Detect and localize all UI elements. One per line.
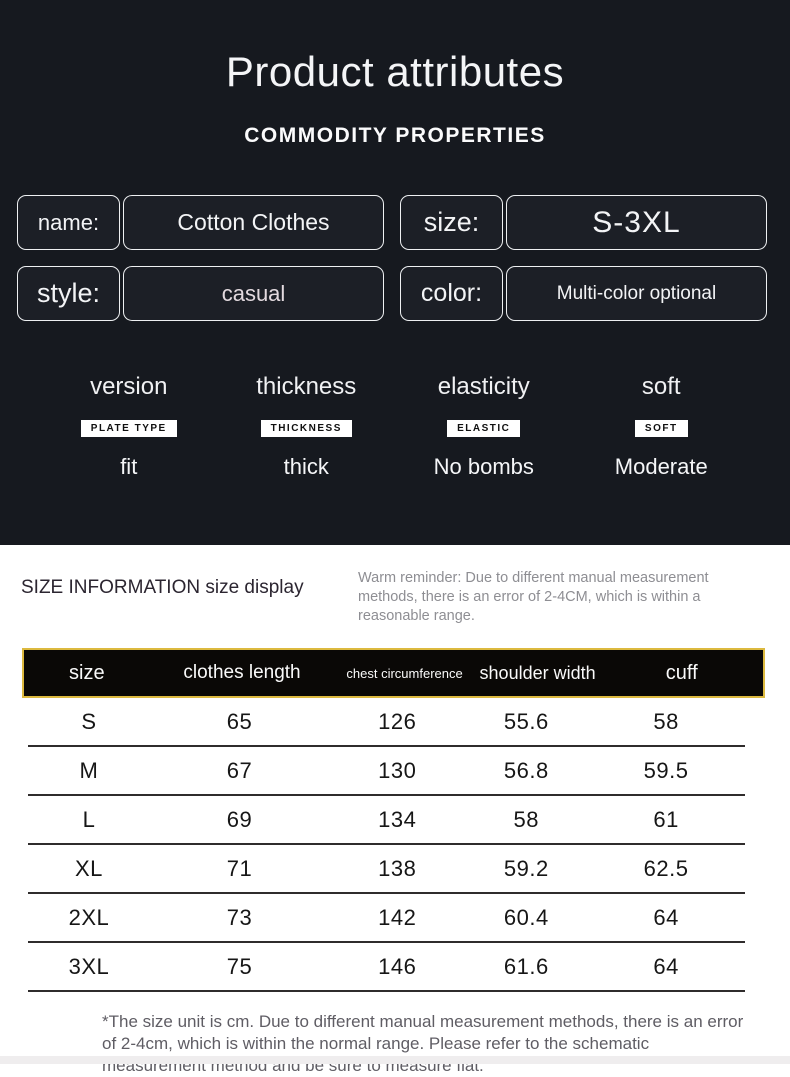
field-name: name: Cotton Clothes: [17, 195, 384, 250]
attr-version-title: version: [90, 373, 168, 400]
table-row-xl: XL 71 138 59.2 62.5: [28, 845, 745, 895]
cell-chest: 130: [378, 757, 417, 783]
attr-soft: soft SOFT Moderate: [573, 373, 751, 480]
product-attributes-section: Product attributes COMMODITY PROPERTIES …: [0, 0, 790, 545]
cell-cuff: 61: [653, 806, 679, 832]
field-size: size: S-3XL: [400, 195, 767, 250]
field-style-label: style:: [17, 266, 120, 321]
field-name-value: Cotton Clothes: [123, 195, 384, 250]
cell-shoulder: 56.8: [503, 757, 549, 783]
attr-version-value: fit: [120, 454, 138, 479]
size-information-section: SIZE INFORMATION size display Warm remin…: [0, 545, 790, 1075]
column-header-clothes-length: clothes length: [183, 662, 301, 684]
attr-thickness-badge: THICKNESS: [260, 420, 352, 437]
attribute-columns: version PLATE TYPE fit thickness THICKNE…: [0, 373, 790, 480]
field-name-label: name:: [17, 195, 120, 250]
size-header-row: SIZE INFORMATION size display Warm remin…: [0, 569, 790, 626]
table-row-s: S 65 126 55.6 58: [28, 698, 745, 748]
cell-chest: 138: [378, 855, 417, 881]
field-color: color: Multi-color optional: [400, 266, 767, 321]
attr-soft-title: soft: [641, 373, 681, 400]
cell-cuff: 64: [653, 953, 679, 979]
size-table-header: size clothes length chest circumference …: [22, 648, 765, 699]
table-row-m: M 67 130 56.8 59.5: [28, 747, 745, 797]
cell-clothes-length: 75: [226, 953, 253, 979]
warm-reminder-text: Warm reminder: Due to different manual m…: [358, 570, 709, 625]
attr-soft-value: Moderate: [614, 454, 708, 479]
attr-version: version PLATE TYPE fit: [40, 373, 218, 480]
cell-shoulder: 58: [513, 806, 540, 832]
cell-shoulder: 60.4: [503, 904, 549, 930]
field-style-value: casual: [123, 266, 384, 321]
cell-shoulder: 55.6: [503, 708, 549, 734]
cell-cuff: 59.5: [643, 757, 689, 783]
cell-size: M: [79, 757, 99, 783]
size-unit-footnote: *The size unit is cm. Due to different m…: [102, 1012, 744, 1075]
table-row-l: L 69 134 58 61: [28, 796, 745, 846]
table-row-3xl: 3XL 75 146 61.6 64: [28, 943, 745, 993]
cell-shoulder: 61.6: [503, 953, 549, 979]
field-size-value: S-3XL: [506, 195, 767, 250]
cell-size: L: [82, 806, 96, 832]
column-header-chest-circumference: chest circumference: [346, 665, 463, 681]
field-size-label: size:: [400, 195, 503, 250]
cell-clothes-length: 73: [226, 904, 253, 930]
column-header-shoulder-width: shoulder width: [479, 662, 596, 683]
cell-shoulder: 59.2: [503, 855, 549, 881]
cell-clothes-length: 65: [226, 708, 253, 734]
cell-chest: 142: [378, 904, 417, 930]
page-title: Product attributes: [225, 48, 565, 95]
cell-size: XL: [74, 855, 103, 881]
cell-chest: 146: [378, 953, 417, 979]
attr-soft-badge: SOFT: [634, 420, 688, 437]
cell-clothes-length: 71: [226, 855, 253, 881]
field-color-label: color:: [400, 266, 503, 321]
cell-size: 2XL: [68, 904, 110, 930]
size-section-heading: SIZE INFORMATION size display: [21, 577, 304, 598]
size-table-body: S 65 126 55.6 58 M 67 130 56.8 59.5 L 69…: [28, 698, 745, 993]
attr-version-badge: PLATE TYPE: [80, 420, 177, 437]
cell-clothes-length: 67: [226, 757, 253, 783]
field-color-value: Multi-color optional: [506, 266, 767, 321]
cell-cuff: 62.5: [643, 855, 689, 881]
field-style: style: casual: [17, 266, 384, 321]
column-header-size: size: [69, 661, 105, 684]
attr-thickness-value: thick: [283, 454, 329, 479]
cell-chest: 126: [378, 708, 417, 734]
attr-thickness-title: thickness: [256, 373, 357, 400]
attr-elasticity-title: elasticity: [437, 373, 530, 400]
cell-clothes-length: 69: [226, 806, 253, 832]
attr-thickness: thickness THICKNESS thick: [218, 373, 396, 480]
bottom-strip: [0, 1056, 790, 1064]
cell-chest: 134: [378, 806, 417, 832]
cell-size: 3XL: [68, 953, 110, 979]
column-header-cuff: cuff: [665, 661, 698, 684]
cell-cuff: 64: [653, 904, 679, 930]
cell-size: S: [81, 708, 97, 734]
page-subtitle: COMMODITY PROPERTIES: [244, 124, 546, 147]
product-fields: name: Cotton Clothes size: S-3XL style: …: [0, 195, 790, 321]
cell-cuff: 58: [653, 708, 679, 734]
table-row-2xl: 2XL 73 142 60.4 64: [28, 894, 745, 944]
attr-elasticity-value: No bombs: [433, 454, 534, 479]
attr-elasticity: elasticity ELASTIC No bombs: [395, 373, 573, 480]
attr-elasticity-badge: ELASTIC: [447, 420, 521, 437]
